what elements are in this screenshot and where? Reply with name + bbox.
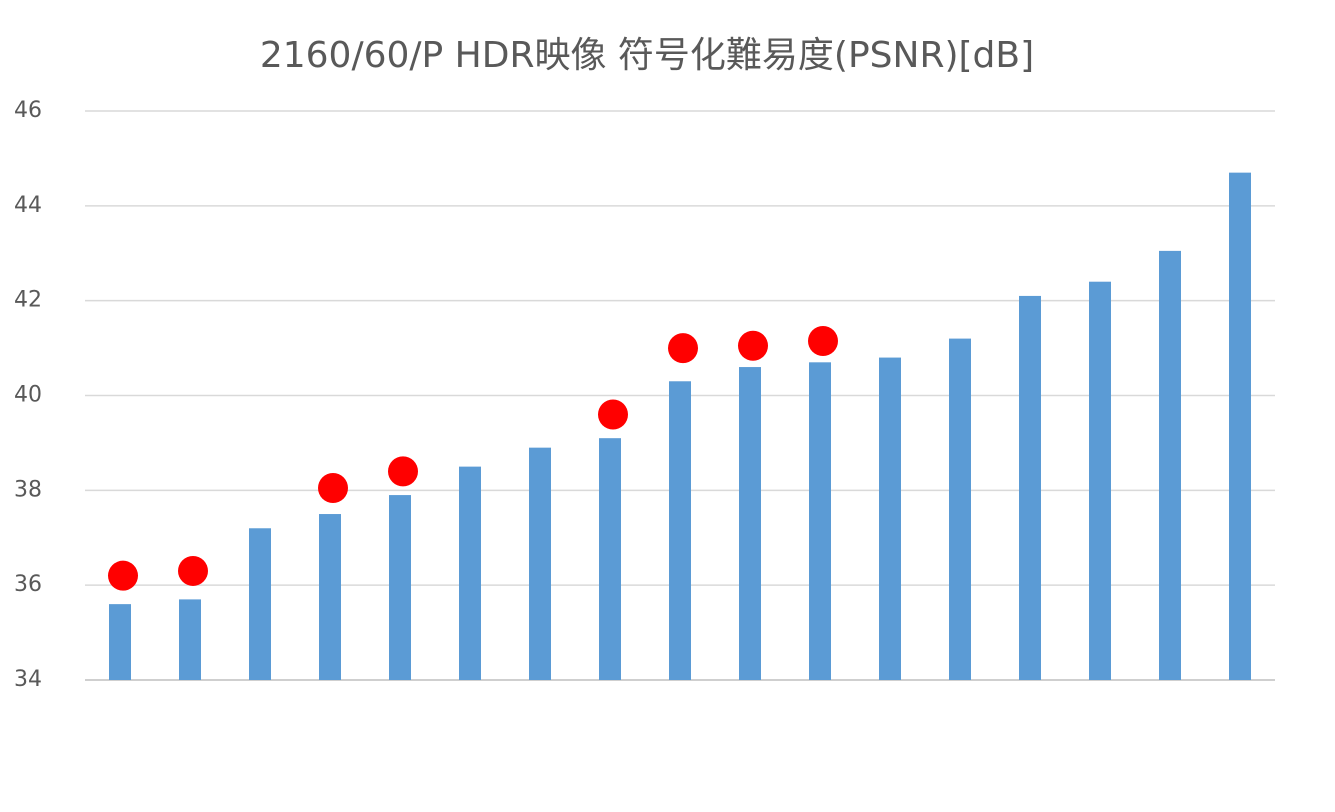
- point: [318, 472, 348, 503]
- point: [108, 560, 138, 591]
- bar: [389, 495, 411, 680]
- bar: [669, 381, 691, 680]
- bar: [459, 466, 481, 680]
- bar: [599, 438, 621, 680]
- y-tick-label: 42: [14, 288, 42, 313]
- bar: [529, 447, 551, 680]
- point: [388, 456, 418, 487]
- bar: [949, 338, 971, 680]
- bar: [179, 599, 201, 680]
- bar: [1229, 172, 1251, 680]
- bar: [1089, 281, 1111, 680]
- point: [598, 399, 628, 430]
- point: [668, 333, 698, 364]
- y-tick-label: 46: [14, 98, 42, 123]
- y-tick-label: 36: [14, 572, 42, 597]
- point: [808, 325, 838, 356]
- bar: [1019, 295, 1041, 680]
- point: [738, 330, 768, 361]
- bar: [879, 357, 901, 680]
- bar: [739, 367, 761, 680]
- bar: [1159, 250, 1181, 681]
- y-tick-label: 40: [14, 383, 42, 408]
- y-tick-label: 38: [14, 477, 42, 502]
- bar: [809, 362, 831, 680]
- chart-title: 2160/60/P HDR映像 符号化難易度(PSNR)[dB]: [260, 35, 1034, 76]
- bar: [109, 604, 131, 680]
- y-tick-label: 34: [14, 667, 42, 692]
- bar: [319, 514, 341, 680]
- point: [178, 555, 208, 586]
- bar: [249, 528, 271, 680]
- y-tick-label: 44: [14, 193, 42, 218]
